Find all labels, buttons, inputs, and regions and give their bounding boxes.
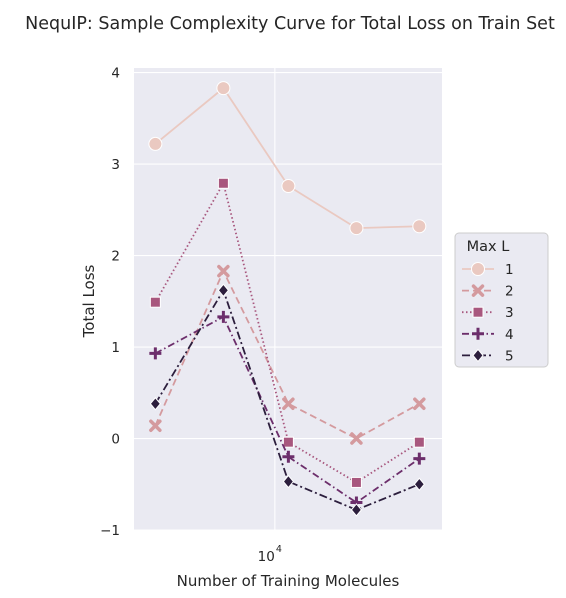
data-point [413, 452, 426, 465]
legend-label: 2 [505, 284, 514, 300]
y-tick-label: 3 [111, 157, 120, 173]
x-tick-labels: 10 4 [258, 544, 282, 565]
series-line [154, 268, 420, 440]
legend-label: 5 [505, 348, 514, 364]
legend-label: 1 [505, 262, 514, 278]
legend-entries: 1 2 3 4 5 [462, 262, 514, 364]
x-tick-exponent: 4 [276, 544, 282, 555]
data-point [149, 296, 161, 308]
legend-entry: 4 [462, 327, 514, 343]
data-point [217, 310, 230, 323]
series-1 [148, 81, 427, 236]
legend: Max L 1 2 3 4 5 [454, 232, 549, 368]
data-point [148, 136, 163, 151]
x-axis-label: Number of Training Molecules [177, 572, 400, 590]
data-point [149, 419, 162, 432]
legend-marker [472, 348, 484, 363]
series-2 [149, 264, 426, 445]
data-point [350, 503, 363, 517]
chart-title: NequIP: Sample Complexity Curve for Tota… [25, 14, 555, 34]
legend-label: 4 [505, 327, 514, 343]
data-point [149, 396, 162, 411]
data-point [413, 436, 425, 448]
legend-marker [471, 262, 485, 276]
data-point [413, 397, 426, 410]
legend-entry: 3 [462, 305, 514, 321]
legend-marker [472, 327, 484, 340]
x-tick-label: 10 [258, 549, 275, 565]
data-point [412, 219, 427, 234]
y-tick-label: 1 [111, 340, 120, 356]
series-4 [149, 310, 426, 509]
series-5 [149, 283, 425, 517]
data-point [350, 432, 363, 445]
data-point [281, 179, 296, 194]
y-axis-label: Total Loss [80, 264, 98, 338]
y-tick-label: 0 [111, 432, 120, 448]
data-point [217, 177, 229, 189]
y-tick-label: 2 [111, 249, 120, 265]
legend-entry: 5 [462, 348, 514, 364]
y-tick-label: −1 [100, 523, 120, 539]
legend-title: Max L [467, 239, 510, 255]
data-point [282, 436, 294, 448]
data-point [217, 283, 230, 298]
legend-entry: 2 [462, 284, 514, 300]
y-tick-label: 4 [111, 66, 120, 82]
y-tick-labels: −1 0 1 2 3 4 [100, 66, 120, 539]
legend-entry: 1 [462, 262, 514, 278]
data-point [149, 347, 162, 360]
series-line [154, 315, 420, 504]
data-point [216, 81, 231, 96]
data-point [282, 397, 295, 410]
series-group [148, 81, 427, 517]
legend-marker [471, 284, 485, 297]
series-3 [149, 177, 425, 488]
legend-marker [472, 306, 484, 318]
data-point [282, 450, 295, 463]
data-point [217, 264, 230, 278]
data-point [413, 477, 425, 492]
legend-label: 3 [505, 305, 514, 321]
data-point [282, 474, 295, 489]
data-point [349, 221, 364, 236]
data-point [350, 476, 362, 488]
